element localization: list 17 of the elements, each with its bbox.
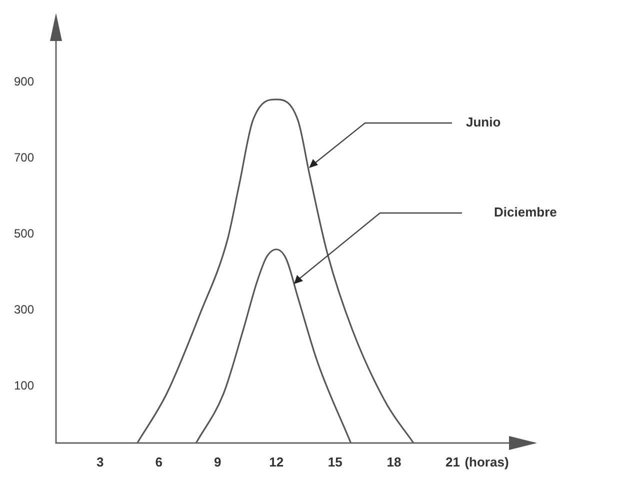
line-series [136,98,414,443]
y-tick-label: 700 [14,150,34,165]
x-axis-title: (horas) [464,454,509,470]
x-tick-label: 3 [96,454,104,470]
annotation: Diciembre [494,204,557,220]
x-tick-label: 21 [445,454,460,470]
y-tick-label: 100 [14,378,34,392]
x-tick-label: 18 [386,454,402,470]
y-tick-label: 900 [14,74,34,89]
x-tick-label: 6 [155,454,162,470]
y-tick-label: 300 [14,302,34,316]
x-tick-label: 12 [269,454,284,470]
x-tick-label: 9 [214,454,222,470]
annotation: Junio [466,114,501,130]
x-tick-label: 15 [328,454,342,470]
line-series [195,248,352,443]
y-tick-label: 500 [14,226,34,241]
